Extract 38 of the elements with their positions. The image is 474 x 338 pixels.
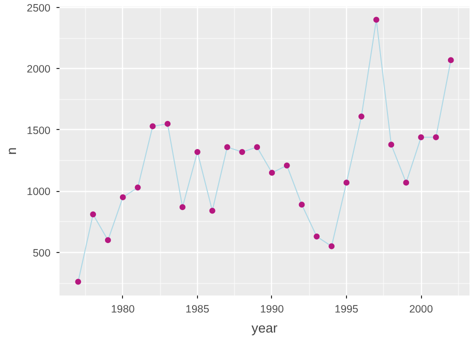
point <box>150 123 156 130</box>
point <box>209 208 216 214</box>
point <box>358 113 364 120</box>
x-tick-label: 1985 <box>186 304 210 316</box>
point <box>134 184 141 190</box>
point <box>418 134 424 140</box>
point <box>388 142 394 148</box>
point <box>448 57 454 64</box>
y-tick-label: 1500 <box>26 124 51 137</box>
point <box>403 180 410 186</box>
point <box>373 16 380 23</box>
x-axis-title: year <box>252 320 278 336</box>
point <box>120 194 126 200</box>
y-axis-title: n <box>4 147 19 155</box>
point <box>432 134 439 140</box>
point <box>224 144 230 150</box>
point <box>164 120 171 127</box>
point <box>180 204 186 210</box>
point <box>328 243 335 250</box>
point <box>298 202 305 208</box>
y-tick-label: 500 <box>32 247 51 260</box>
y-tick-label: 1000 <box>26 186 51 198</box>
point <box>90 211 96 218</box>
x-tick-label: 1995 <box>334 304 358 316</box>
point <box>268 170 275 176</box>
point <box>104 237 111 244</box>
point <box>344 180 350 186</box>
x-tick-label: 2000 <box>409 304 433 316</box>
y-tick-label: 2000 <box>26 64 51 76</box>
y-tick-label: 2500 <box>26 2 51 14</box>
x-tick-label: 1980 <box>111 304 135 316</box>
point <box>284 162 290 168</box>
point <box>194 148 200 155</box>
x-tick-label: 1990 <box>260 304 284 316</box>
point <box>239 148 246 155</box>
point <box>75 278 82 285</box>
point <box>254 144 260 150</box>
point <box>314 233 320 240</box>
